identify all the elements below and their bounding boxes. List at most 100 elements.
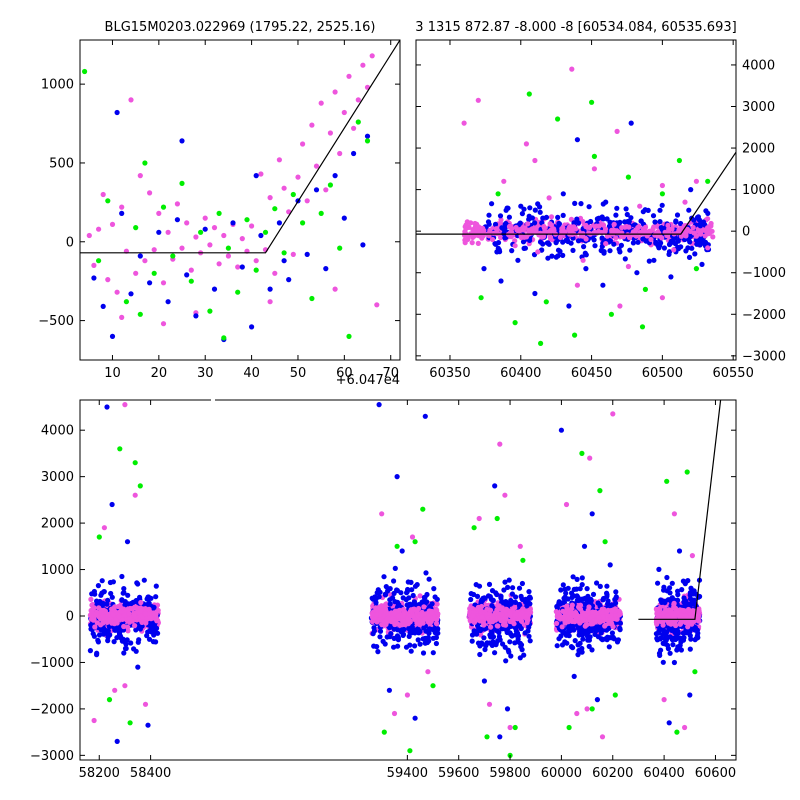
- full-cloud-point: [582, 612, 589, 619]
- zoom-series-1-point: [165, 299, 171, 305]
- full-series-2-point: [117, 446, 123, 452]
- full-cloud-point: [553, 609, 559, 615]
- season-series-2-point: [478, 295, 484, 301]
- full-cloud-point: [586, 604, 592, 610]
- full-cloud-point: [512, 640, 518, 646]
- full-cloud-point: [151, 632, 157, 638]
- full-cloud-point: [498, 593, 504, 599]
- full-cloud-point: [667, 607, 673, 613]
- season-cloud-point: [591, 237, 597, 243]
- full-cloud-point: [679, 587, 685, 593]
- zoom-series-2-point: [82, 68, 88, 75]
- full-cloud-point: [377, 589, 383, 595]
- full-cloud-point: [654, 609, 660, 615]
- full-cloud-point: [670, 642, 676, 648]
- full-cloud-point: [518, 593, 524, 599]
- full-cloud-point: [572, 638, 578, 644]
- full-cloud-point: [584, 622, 590, 628]
- full-cloud-point: [579, 631, 585, 638]
- zoom-series-0-point: [272, 270, 278, 276]
- full-series-2-point: [512, 724, 518, 731]
- season-cloud-point: [607, 248, 613, 254]
- zoom-plot-area: [80, 40, 400, 343]
- full-cloud-point: [500, 641, 506, 647]
- full-cloud-point: [96, 632, 103, 638]
- full-cloud-point: [373, 612, 379, 618]
- season-cloud-point: [539, 247, 545, 253]
- season-series-0-point: [489, 236, 496, 243]
- full-cloud-point: [694, 616, 700, 622]
- full-cloud-point: [93, 612, 99, 618]
- full-cloud-point: [512, 599, 519, 606]
- full-xtick-label: 59400: [387, 766, 428, 781]
- zoom-series-0-point: [351, 125, 357, 131]
- full-cloud-point: [400, 595, 406, 601]
- panel-zoom-title: BLG15M0203.022969 (1795.22, 2525.16): [105, 20, 376, 35]
- full-cloud-point: [667, 590, 673, 596]
- season-cloud-point: [666, 249, 673, 255]
- season-series-0-point: [671, 247, 677, 253]
- zoom-frame: [79, 39, 401, 361]
- full-cloud-point: [125, 601, 131, 607]
- full-cloud-point: [142, 611, 149, 617]
- zoom-series-2-point: [318, 210, 324, 216]
- full-cloud-point: [417, 629, 423, 635]
- zoom-series-0-point: [281, 185, 287, 191]
- full-cloud-point: [512, 605, 518, 611]
- full-cloud-point: [667, 585, 673, 591]
- season-cloud-point: [599, 214, 605, 220]
- full-cloud-point: [559, 624, 565, 630]
- season-series-2-point: [705, 178, 711, 184]
- full-cloud-point: [381, 574, 387, 580]
- season-cloud-point: [650, 213, 657, 219]
- full-cloud-point: [385, 615, 391, 622]
- zoom-ytick-label: −500: [38, 314, 74, 329]
- season-cloud-point: [517, 220, 523, 226]
- zoom-series-0-point: [160, 280, 167, 286]
- full-cloud-point: [694, 633, 701, 639]
- full-series-1-point: [114, 738, 120, 745]
- season-series-1-point: [560, 191, 566, 197]
- zoom-series-0-point: [151, 247, 157, 253]
- zoom-series-1-point: [184, 272, 190, 278]
- full-cloud-point: [584, 633, 591, 639]
- season-cloud-point: [615, 230, 621, 236]
- full-cloud-point: [499, 598, 505, 604]
- full-cloud-point: [565, 585, 571, 591]
- full-model-line: [638, 400, 722, 620]
- full-cloud-point: [658, 647, 664, 653]
- season-model-line: [416, 151, 736, 235]
- season-cloud-point: [626, 224, 632, 230]
- season-cloud-point: [703, 208, 709, 214]
- season-series-1-point: [651, 257, 657, 263]
- zoom-series-0-point: [188, 267, 194, 273]
- full-series-0-point: [671, 511, 678, 517]
- full-cloud-point: [667, 650, 673, 656]
- full-cloud-point: [561, 614, 567, 620]
- season-series-1-point: [518, 203, 524, 209]
- zoom-series-1-point: [332, 173, 338, 179]
- zoom-series-0-point: [332, 286, 338, 292]
- zoom-series-1-point: [109, 333, 116, 339]
- full-cloud-point: [404, 602, 410, 608]
- full-series-0-point: [404, 692, 410, 698]
- full-cloud-point: [518, 625, 524, 632]
- full-cloud-point: [110, 612, 116, 618]
- zoom-series-1-point: [249, 324, 255, 330]
- full-cloud-point: [132, 623, 138, 629]
- full-cloud-point: [147, 628, 153, 634]
- full-cloud-point: [145, 596, 151, 602]
- season-cloud-point: [710, 234, 716, 240]
- full-series-2-point: [394, 543, 400, 549]
- season-cloud-point: [686, 254, 693, 260]
- full-plot-area: [87, 400, 722, 759]
- zoom-series-2-point: [221, 335, 227, 341]
- full-series-1-point: [558, 427, 565, 433]
- full-cloud-point: [379, 622, 385, 628]
- full-cloud-point: [606, 644, 612, 650]
- full-series-1-point: [135, 664, 141, 670]
- season-cloud-point: [676, 227, 682, 233]
- full-series-0-point: [425, 669, 431, 675]
- full-cloud-point: [675, 644, 681, 650]
- zoom-series-0-point: [374, 302, 380, 308]
